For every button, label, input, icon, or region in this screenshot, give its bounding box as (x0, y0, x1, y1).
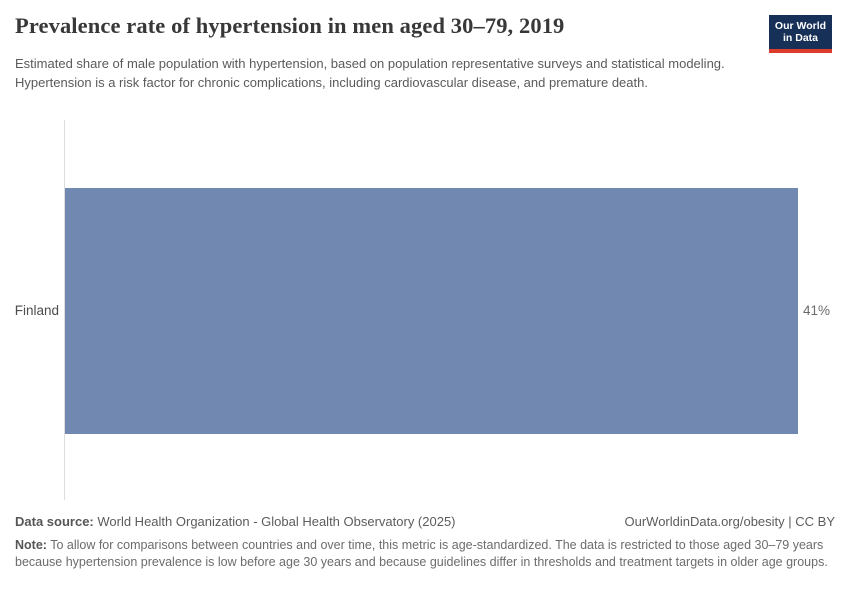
y-axis-line (64, 120, 65, 500)
owid-logo-line1: Our World (774, 20, 827, 32)
data-source: Data source: World Health Organization -… (15, 514, 456, 529)
data-source-text: World Health Organization - Global Healt… (93, 514, 456, 529)
entity-label: Finland (14, 303, 59, 318)
value-label: 41% (803, 303, 831, 318)
bar-finland[interactable] (65, 188, 798, 434)
note-label: Note: (15, 538, 47, 552)
data-source-label: Data source: (15, 514, 94, 529)
owid-logo: Our World in Data (769, 15, 832, 53)
chart-subtitle: Estimated share of male population with … (15, 56, 725, 90)
page-title: Prevalence rate of hypertension in men a… (15, 13, 565, 38)
plot-area (65, 120, 798, 500)
note-text: To allow for comparisons between countri… (15, 538, 828, 569)
owid-logo-line2: in Data (782, 32, 818, 44)
chart-note: Note: To allow for comparisons between c… (15, 537, 835, 571)
chart-footer: Data source: World Health Organization -… (15, 514, 835, 571)
license-link[interactable]: OurWorldinData.org/obesity | CC BY (624, 514, 836, 529)
